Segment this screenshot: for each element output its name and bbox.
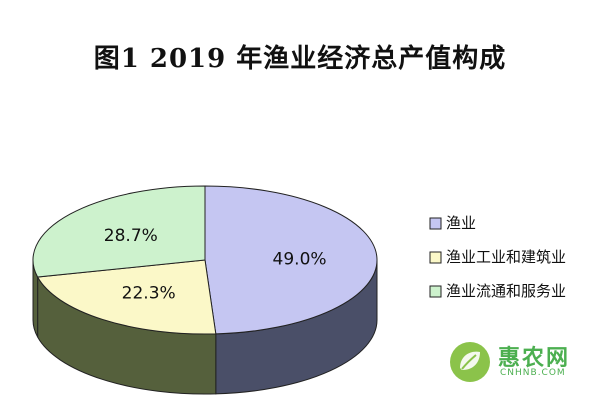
slice-2-label: 22.3% (122, 284, 176, 304)
slice-1-label: 49.0% (273, 250, 327, 270)
watermark-name: 惠农网 (498, 346, 571, 371)
slice-2-top (36, 259, 217, 335)
legend-label-3: 渔业流通和服务业 (446, 282, 566, 300)
legend-label-1: 渔业 (446, 214, 476, 232)
slice-3-label: 28.7% (104, 226, 158, 246)
pie-labels: 49.0% 22.3% 28.7% (104, 226, 327, 304)
legend-label-2: 渔业工业和建筑业 (446, 248, 566, 266)
watermark: 惠农网 CNHNB.COM (448, 338, 588, 386)
legend-swatch-1 (429, 217, 442, 230)
chart-title: 图1 2019 年渔业经济总产值构成 (93, 44, 507, 74)
legend-swatch-3 (429, 285, 442, 298)
pie-sides (32, 259, 378, 395)
leaf-logo-icon (450, 342, 490, 382)
slice-3-top (32, 185, 206, 278)
legend-swatch-2 (429, 251, 442, 264)
watermark-domain: CNHNB.COM (500, 368, 566, 378)
slice-1-top (204, 185, 378, 335)
pie-tops (32, 185, 378, 335)
